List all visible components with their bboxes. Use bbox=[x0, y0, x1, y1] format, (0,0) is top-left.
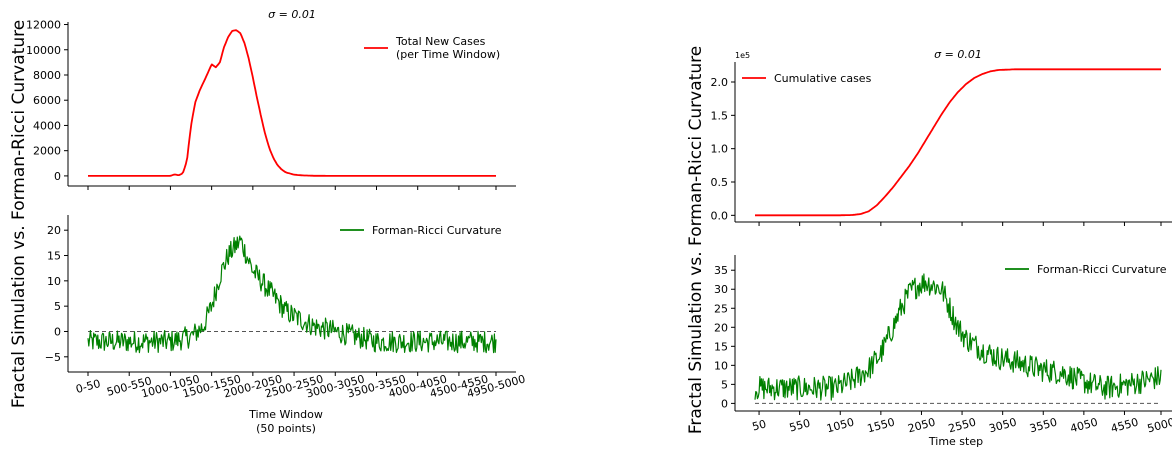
left-bottom-ytick-label: 0 bbox=[54, 325, 61, 338]
right-top-series-line bbox=[755, 68, 1161, 217]
right-bottom-xtick-label: 1050 bbox=[825, 416, 855, 436]
left-figure: Fractal Simulation vs. Forman-Ricci Curv… bbox=[9, 8, 527, 435]
right-bottom-xtick-label: 5000 bbox=[1146, 416, 1172, 436]
left-top-ytick-label: 12000 bbox=[26, 19, 61, 32]
left-top-legend-label-2: (per Time Window) bbox=[396, 48, 500, 61]
right-top-scale-label: 1e5 bbox=[735, 51, 750, 60]
right-top-ytick-label: 1.0 bbox=[711, 143, 729, 156]
right-bottom-ytick-label: 35 bbox=[714, 264, 728, 277]
right-top-panel: 0.0 0.5 1.0 1.5 2.0 σ = 0.01 1e5 Cumulative cas… bbox=[711, 48, 1172, 226]
left-bottom-series-line bbox=[87, 235, 497, 354]
left-bottom-ytick-label: 10 bbox=[47, 275, 61, 288]
right-bottom-xtick-label: 1550 bbox=[866, 416, 896, 436]
left-top-ytick-label: 4000 bbox=[33, 119, 61, 132]
right-ylabel: Fractal Simulation vs. Forman-Ricci Curv… bbox=[686, 46, 706, 434]
right-bottom-series-line bbox=[754, 273, 1162, 401]
right-bottom-ytick-label: 20 bbox=[714, 321, 728, 334]
left-ylabel: Fractal Simulation vs. Forman-Ricci Curv… bbox=[9, 20, 29, 408]
right-bottom-xtick-label: 2050 bbox=[906, 416, 936, 436]
right-bottom-xtick-label: 4550 bbox=[1109, 416, 1139, 436]
right-bottom-xtick-label: 4050 bbox=[1069, 416, 1099, 436]
left-xlabel-line2: (50 points) bbox=[256, 422, 316, 435]
right-bottom-ytick-label: 0 bbox=[721, 397, 728, 410]
left-top-ytick-label: 8000 bbox=[33, 69, 61, 82]
right-bottom-xtick-label: 3050 bbox=[988, 416, 1018, 436]
right-bottom-ytick-label: 25 bbox=[714, 302, 728, 315]
left-top-panel: 0 2000 4000 6000 8000 10000 12000 σ = 0.01 Total… bbox=[26, 8, 516, 190]
right-bottom-ytick-label: 15 bbox=[714, 340, 728, 353]
right-bottom-legend-label: Forman-Ricci Curvature bbox=[1037, 263, 1167, 276]
left-top-ytick-label: 10000 bbox=[26, 44, 61, 57]
right-bottom-ytick-label: 5 bbox=[721, 378, 728, 391]
left-top-ytick-label: 6000 bbox=[33, 94, 61, 107]
right-top-ytick-label: 0.0 bbox=[711, 209, 729, 222]
right-bottom-xtick-label: 550 bbox=[788, 416, 812, 434]
left-top-title: σ = 0.01 bbox=[268, 8, 316, 21]
left-bottom-ytick-label: 15 bbox=[47, 250, 61, 263]
right-top-ytick-label: 2.0 bbox=[711, 76, 729, 89]
right-bottom-xtick-label: 50 bbox=[751, 417, 768, 433]
right-top-title: σ = 0.01 bbox=[934, 48, 982, 61]
left-top-ytick-label: 2000 bbox=[33, 145, 61, 158]
left-top-legend-label: Total New Cases bbox=[395, 35, 486, 48]
right-xlabel: Time step bbox=[928, 435, 983, 448]
left-xlabel-line1: Time Window bbox=[248, 408, 323, 421]
right-top-legend-label: Cumulative cases bbox=[774, 72, 872, 85]
right-top-ytick-label: 1.5 bbox=[711, 109, 729, 122]
left-bottom-legend-label: Forman-Ricci Curvature bbox=[372, 224, 502, 237]
left-bottom-ytick-label: 5 bbox=[54, 300, 61, 313]
right-bottom-xtick-label: 3550 bbox=[1028, 416, 1058, 436]
left-top-series-line bbox=[88, 29, 496, 177]
left-bottom-xtick-label: 0-50 bbox=[74, 377, 101, 396]
left-bottom-ytick-label: −5 bbox=[45, 351, 61, 364]
right-bottom-ytick-label: 10 bbox=[714, 359, 728, 372]
left-bottom-ytick-label: 20 bbox=[47, 224, 61, 237]
right-bottom-ytick-label: 30 bbox=[714, 283, 728, 296]
left-top-ytick-label: 0 bbox=[54, 170, 61, 183]
right-figure: Fractal Simulation vs. Forman-Ricci Curv… bbox=[686, 46, 1172, 448]
right-bottom-xtick-label: 2550 bbox=[947, 416, 977, 436]
right-top-ytick-label: 0.5 bbox=[711, 176, 729, 189]
